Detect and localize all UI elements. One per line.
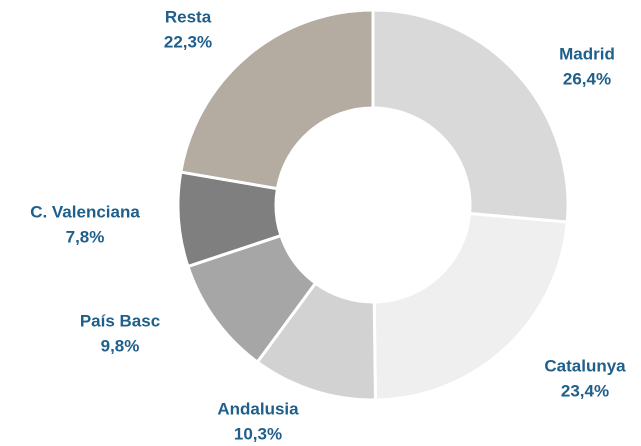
slice-value-label: 7,8% bbox=[66, 227, 105, 246]
donut-slice bbox=[371, 8, 570, 224]
slice-value-label: 22,3% bbox=[164, 32, 212, 51]
slice-label: C. Valenciana bbox=[30, 202, 140, 221]
slice-value-label: 26,4% bbox=[563, 69, 611, 88]
slice-label: Catalunya bbox=[544, 356, 626, 375]
slice-value-label: 23,4% bbox=[561, 381, 609, 400]
donut-slice bbox=[372, 211, 569, 402]
slice-label: Resta bbox=[165, 7, 212, 26]
slice-value-label: 9,8% bbox=[101, 336, 140, 355]
slice-label: Andalusia bbox=[217, 399, 299, 418]
slice-label: País Basc bbox=[80, 311, 160, 330]
slice-label: Madrid bbox=[559, 44, 615, 63]
slice-value-label: 10,3% bbox=[234, 424, 282, 443]
donut-slice bbox=[179, 8, 375, 191]
